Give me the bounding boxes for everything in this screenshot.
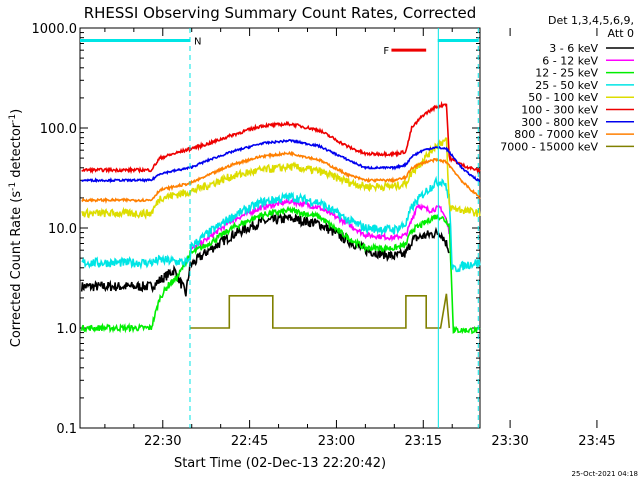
legend-label-6: 300 - 800 keV (521, 116, 598, 129)
y-tick-label: 10.0 (48, 222, 77, 237)
legend-label-2: 12 - 25 keV (535, 67, 598, 80)
series-line-8 (190, 293, 451, 329)
series-line-1 (189, 196, 450, 253)
legend-label-4: 50 - 100 keV (528, 91, 598, 104)
x-tick-label: 23:00 (318, 434, 355, 449)
chart-title: RHESSI Observing Summary Count Rates, Co… (84, 4, 477, 22)
y-tick-label: 100.0 (40, 122, 77, 137)
x-tick-label: 23:15 (405, 434, 442, 449)
x-tick-label: 23:45 (578, 434, 615, 449)
legend-header-line1: Det 1,3,4,5,6,9, (548, 14, 634, 27)
plot-frame (79, 27, 481, 429)
series-line-3 (81, 175, 481, 273)
legend-label-0: 3 - 6 keV (549, 42, 598, 55)
series-line-2 (80, 205, 481, 335)
legend-label-5: 100 - 300 keV (521, 104, 598, 117)
series-layer (80, 100, 481, 335)
series-line-5 (81, 100, 481, 175)
y-axis-label: Corrected Count Rate (s-1 detector-1) (8, 109, 24, 347)
y-tick-label: 0.1 (56, 422, 77, 437)
annotation-label-F: F (383, 46, 389, 57)
legend-header-line2: Att 0 (608, 27, 634, 40)
y-tick-label: 1000.0 (32, 22, 78, 37)
x-axis-label: Start Time (02-Dec-13 22:20:42) (174, 456, 386, 471)
series-line-4 (81, 137, 481, 221)
series-line-7 (81, 150, 481, 204)
x-tick-label: 23:30 (491, 434, 528, 449)
legend-label-1: 6 - 12 keV (542, 54, 598, 67)
series-line-0 (80, 212, 450, 297)
y-axis-ticks: 0.1 1.0 10.0 100.0 1000.0 (32, 22, 480, 437)
legend-label-3: 25 - 50 keV (535, 79, 598, 92)
timestamp: 25-Oct-2021 04:18 (572, 470, 638, 478)
overlay-layer: NF (80, 28, 479, 428)
x-tick-label: 22:45 (231, 434, 268, 449)
y-tick-label: 1.0 (56, 322, 77, 337)
x-tick-label: 22:30 (144, 434, 181, 449)
legend-label-8: 7000 - 15000 keV (500, 140, 598, 153)
series-line-6 (81, 138, 481, 184)
legend-label-7: 800 - 7000 keV (514, 128, 598, 141)
annotation-label-N: N (194, 36, 201, 47)
